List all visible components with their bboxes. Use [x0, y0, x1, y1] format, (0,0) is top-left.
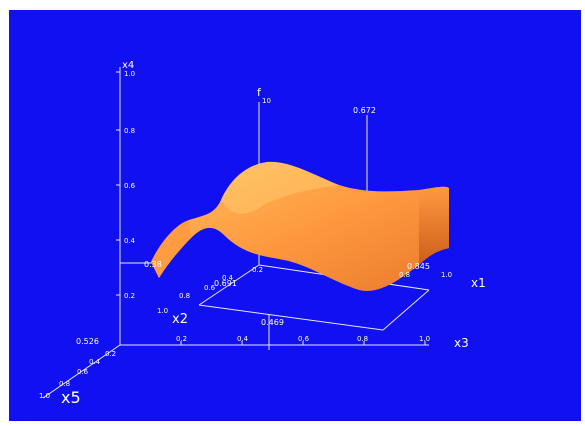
x4-tick: 0.8	[124, 127, 135, 135]
function-surface	[151, 161, 449, 291]
x3-marker-value: 0.469	[261, 318, 284, 327]
f-tick: 10	[262, 97, 271, 105]
x4-axis-label: x4	[122, 60, 134, 71]
axis-labels: x4 f x1 x2 x3 x5	[61, 60, 486, 407]
marker-values: 0.672 0.38 0.845 0.691 0.469 0.526	[76, 106, 430, 346]
x3-tick: 0.8	[357, 335, 368, 343]
x4-tick: 0.2	[124, 292, 135, 300]
x5-tick: 0.6	[77, 368, 89, 376]
box-front-edge	[198, 304, 384, 331]
x5-axis-line	[42, 344, 121, 399]
box-right-edge	[382, 289, 430, 331]
f-marker-value: 0.672	[353, 106, 376, 115]
x2-tick: 0.2	[252, 266, 263, 274]
f-axis-label: f	[257, 86, 262, 99]
x3-axis-label: x3	[454, 336, 469, 350]
x3-tick: 1.0	[419, 335, 430, 343]
x3-tick: 0.2	[176, 335, 187, 343]
surface-plot: x4 f x1 x2 x3 x5 1.0 0.8 0.6 0.4 0.2 0.2…	[39, 60, 486, 407]
x1-axis-label: x1	[471, 276, 486, 290]
x2-tick: 0.6	[204, 284, 216, 292]
x5-tick: 0.4	[89, 358, 101, 366]
x3-tick: 0.6	[298, 335, 310, 343]
x2-tick: 1.0	[157, 307, 168, 315]
tick-labels: 1.0 0.8 0.6 0.4 0.2 0.2 0.4 0.6 0.8 1.0 …	[39, 70, 452, 400]
x4-tick: 0.6	[124, 182, 136, 190]
x2-marker-value: 0.691	[214, 279, 237, 288]
x4-tick: 1.0	[124, 70, 135, 78]
x2-tick: 0.4	[222, 274, 234, 282]
plot-viewport[interactable]: x4 f x1 x2 x3 x5 1.0 0.8 0.6 0.4 0.2 0.2…	[9, 10, 581, 421]
x5-marker-value: 0.526	[76, 337, 99, 346]
x5-tick: 0.8	[59, 380, 70, 388]
x3-tick: 0.4	[237, 335, 249, 343]
x1-tick: 0.8	[399, 271, 410, 279]
x5-axis-label: x5	[61, 388, 81, 407]
x5-tick: 1.0	[39, 392, 50, 400]
x4-tick: 0.4	[124, 237, 136, 245]
x5-tick: 0.2	[105, 350, 116, 358]
box-left-edge	[198, 264, 260, 306]
x4-marker-value: 0.38	[144, 260, 162, 269]
x1-tick: 1.0	[441, 271, 452, 279]
x1-marker-value: 0.845	[407, 262, 430, 271]
x2-tick: 0.8	[179, 292, 190, 300]
x2-axis-label: x2	[172, 312, 188, 327]
